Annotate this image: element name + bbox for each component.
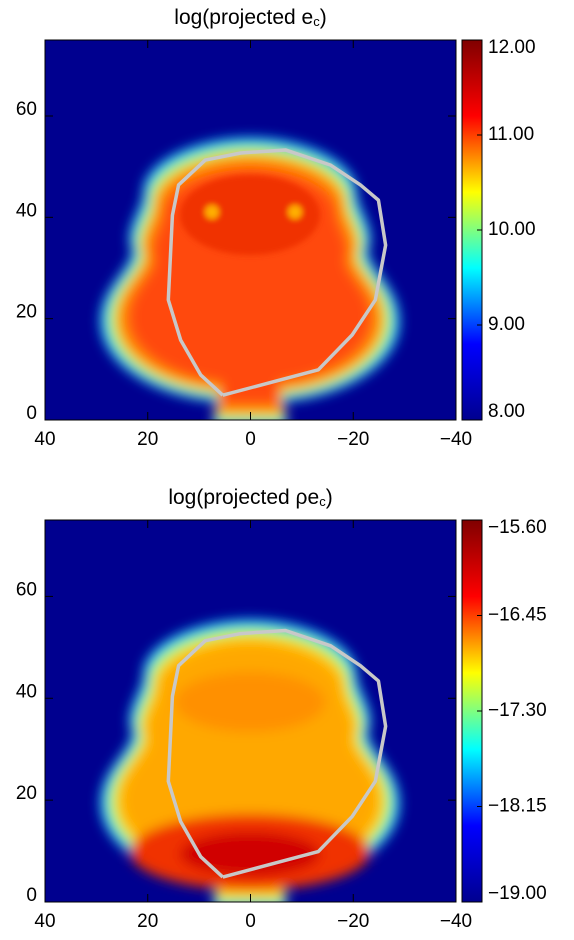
colorbar-tick-label: 9.00 [488, 314, 525, 335]
colorbar-tick-label: −17.30 [488, 700, 547, 721]
x-tick-label: −40 [440, 911, 472, 932]
y-tick-label: 0 [26, 403, 37, 424]
y-tick-label: 40 [16, 200, 37, 221]
x-tick-label: −20 [337, 429, 369, 450]
x-tick-label: 40 [34, 911, 55, 932]
colorbar-tick-label: −19.00 [488, 883, 547, 904]
x-tick-label: 0 [245, 911, 256, 932]
colorbar-tick-label: 11.00 [488, 124, 534, 145]
y-tick-label: 0 [26, 885, 37, 906]
chart-title: log(projected ρec) [168, 486, 332, 510]
colorbar-tick-label: 12.00 [488, 37, 536, 58]
colorbar-tick-label: 10.00 [488, 219, 536, 240]
colorbar-tick-label: −16.45 [488, 605, 547, 626]
y-tick-label: 20 [16, 302, 37, 323]
title-text: log(projected ρe [168, 486, 319, 509]
y-tick-label: 40 [16, 681, 37, 702]
title-text: log(projected e [174, 6, 313, 29]
x-tick-label: 0 [245, 429, 256, 450]
y-tick-label: 60 [16, 579, 37, 600]
x-tick-label: −40 [440, 429, 472, 450]
x-tick-label: 20 [137, 429, 158, 450]
chart-title: log(projected ec) [174, 6, 326, 30]
title-text: ) [320, 6, 327, 29]
colorbar-tick-label: −15.60 [488, 517, 547, 538]
title-text: ) [326, 486, 333, 509]
title-subscript: c [319, 494, 326, 509]
x-tick-label: −20 [337, 911, 369, 932]
field [45, 40, 456, 420]
colorbar-tick-label: −18.15 [488, 796, 547, 817]
y-tick-label: 20 [16, 783, 37, 804]
contour [166, 148, 388, 397]
y-tick-label: 60 [16, 99, 37, 120]
x-tick-label: 40 [34, 429, 55, 450]
x-tick-label: 20 [137, 911, 158, 932]
contour [166, 628, 388, 879]
field [45, 520, 456, 902]
title-subscript: c [313, 14, 320, 29]
colorbar-tick-label: 8.00 [488, 401, 525, 422]
